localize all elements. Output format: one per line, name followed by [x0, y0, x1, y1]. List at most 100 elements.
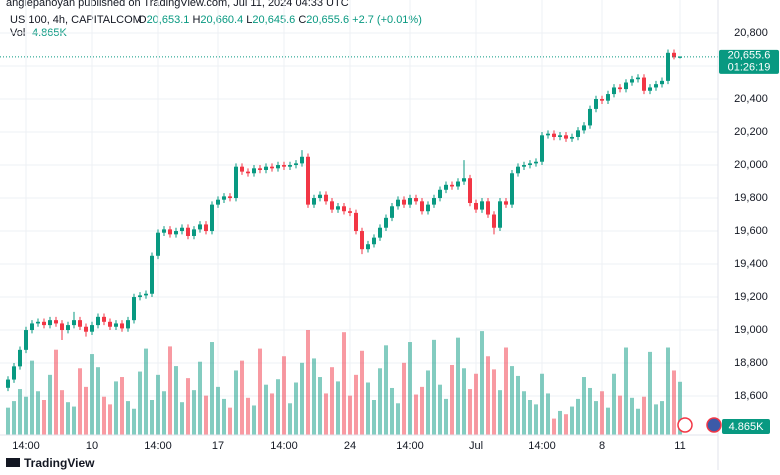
candle-body — [654, 84, 658, 88]
volume-bar — [498, 390, 502, 435]
volume-bar — [402, 362, 406, 435]
candle-body — [390, 206, 394, 218]
candle-body — [270, 166, 274, 169]
candle-body — [528, 163, 532, 166]
volume-bar — [534, 404, 538, 435]
volume-bar — [312, 358, 316, 435]
volume-bar — [516, 375, 520, 435]
event-icon[interactable] — [677, 417, 693, 433]
candle-body — [534, 161, 538, 164]
candle-body — [408, 198, 412, 205]
volume-bar — [120, 377, 124, 435]
volume-bar — [420, 386, 424, 435]
volume-bar — [468, 389, 472, 435]
candle-body — [312, 198, 316, 205]
y-tick-label: 19,600 — [734, 225, 768, 237]
volume-bar — [42, 400, 46, 435]
candle-body — [240, 166, 244, 172]
volume-bar — [132, 408, 136, 435]
candle-body — [426, 204, 430, 212]
y-tick-label: 19,400 — [734, 258, 768, 270]
candle-body — [600, 99, 604, 101]
candle-body — [84, 326, 88, 332]
candle-body — [48, 320, 52, 326]
candle-body — [402, 199, 406, 205]
volume-bar — [222, 398, 226, 435]
change: +2.7 (+0.01%) — [352, 14, 422, 26]
volume-bar — [642, 396, 646, 435]
volume-bar — [450, 365, 454, 435]
candle-body — [516, 166, 520, 174]
candle-body — [468, 178, 472, 203]
candle-body — [66, 325, 70, 331]
last-volume-box — [722, 419, 770, 434]
candle-body — [594, 99, 598, 109]
c-label: C — [298, 14, 306, 26]
candle-body — [276, 165, 280, 169]
candle-body — [138, 295, 142, 298]
last-volume-label: 4.865K — [729, 421, 765, 433]
volume-bar — [264, 384, 268, 435]
candle-body — [294, 163, 298, 166]
candle-body — [198, 224, 202, 230]
volume-bar — [396, 403, 400, 435]
volume-bar — [648, 351, 652, 435]
volume-bar — [624, 347, 628, 435]
candle-body — [300, 156, 304, 164]
candle-body — [204, 224, 208, 232]
volume-bar — [306, 330, 310, 435]
candle-body — [132, 297, 136, 321]
volume-bar — [102, 396, 106, 435]
volume-bar — [84, 386, 88, 435]
event-icon[interactable] — [706, 417, 722, 433]
published-note: anglepanoyan published on TradingView.co… — [6, 0, 349, 9]
h-value: 20,660.4 — [200, 14, 243, 26]
volume-bar — [348, 395, 352, 435]
candle-body — [150, 255, 154, 294]
volume-bar — [636, 408, 640, 435]
volume-bar — [606, 407, 610, 435]
volume-bar — [678, 381, 682, 435]
y-tick-label: 20,000 — [734, 159, 768, 171]
candle-body — [564, 135, 568, 139]
volume-bar — [96, 367, 100, 435]
volume-bar — [258, 348, 262, 435]
volume-bar — [330, 367, 334, 435]
volume-bar — [432, 339, 436, 435]
candle-body — [462, 178, 466, 182]
volume-bar — [288, 403, 292, 435]
volume-bar — [174, 366, 178, 435]
volume-bar — [564, 414, 568, 435]
candle-body — [648, 87, 652, 91]
candle-body — [12, 366, 16, 380]
candle-body — [678, 56, 682, 58]
volume-bar — [390, 387, 394, 435]
volume-bar — [594, 401, 598, 435]
volume-bar — [126, 401, 130, 435]
candle-body — [582, 125, 586, 131]
volume-bar — [144, 348, 148, 435]
x-tick-label: 10 — [86, 440, 98, 452]
volume-bar — [36, 391, 40, 435]
x-tick-label: 17 — [212, 440, 224, 452]
candle-body — [450, 184, 454, 187]
h-label: H — [192, 14, 200, 26]
candle-body — [78, 320, 82, 327]
candle-body — [606, 94, 610, 101]
last-price-label: 20,655.6 — [728, 50, 771, 62]
candle-body — [330, 201, 334, 210]
volume-bar — [294, 382, 298, 435]
volume-bar — [492, 369, 496, 435]
candle-body — [42, 321, 46, 326]
volume-bar — [162, 391, 166, 435]
candle-body — [108, 321, 112, 327]
candle-body — [156, 232, 160, 256]
candle-body — [570, 136, 574, 139]
volume-bar — [336, 381, 340, 435]
volume-bar — [654, 404, 658, 435]
candle-body — [342, 206, 346, 212]
candle-body — [672, 52, 676, 58]
candle-body — [378, 227, 382, 238]
candle-body — [552, 133, 556, 137]
